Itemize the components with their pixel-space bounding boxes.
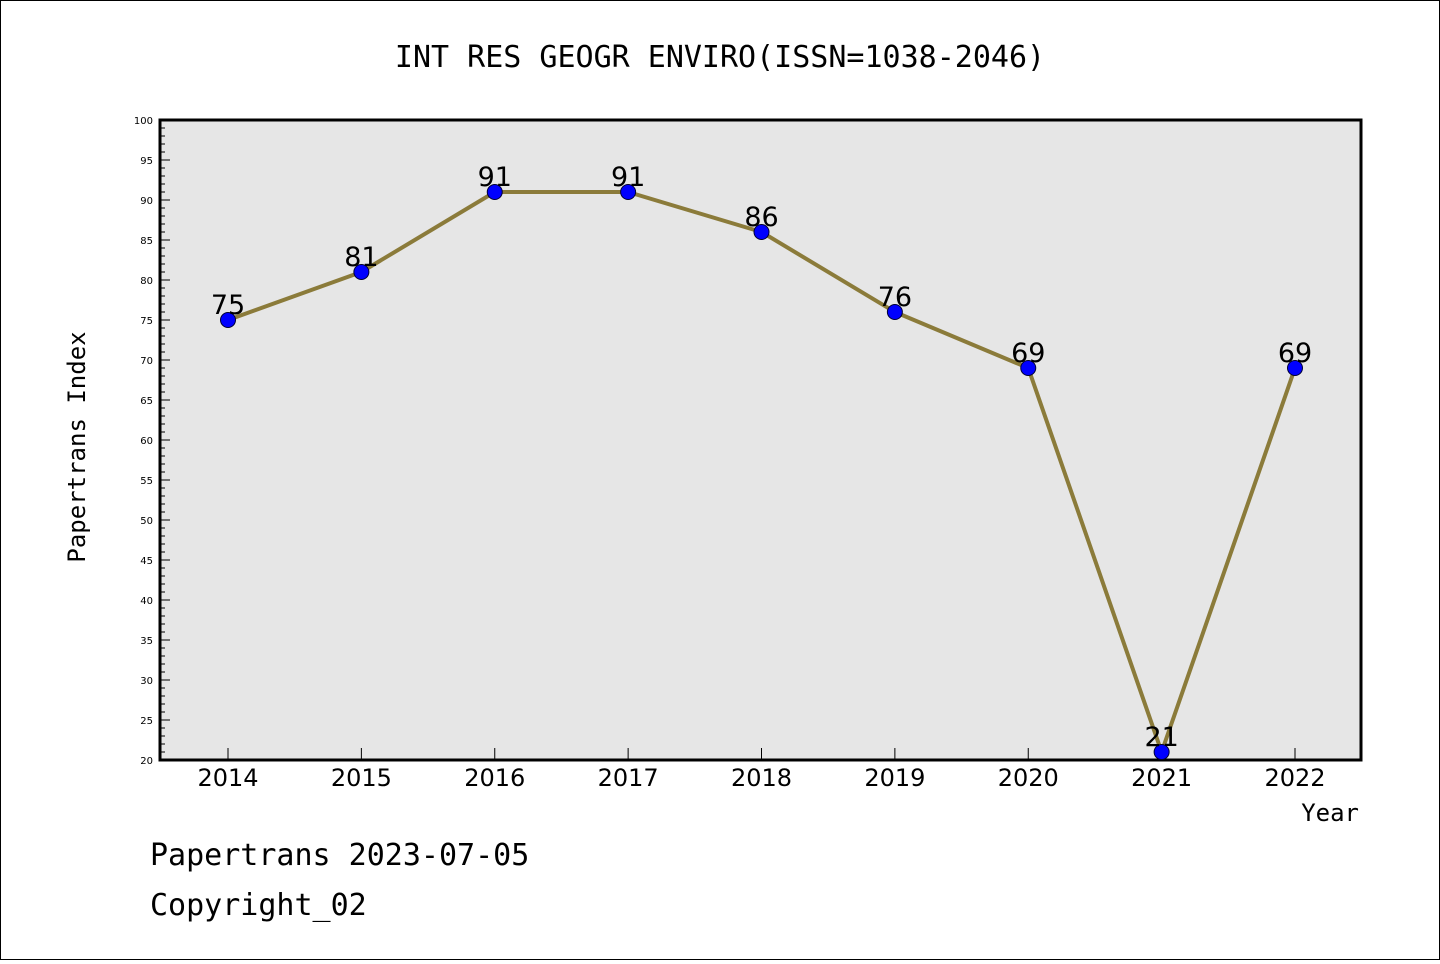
x-axis-ticks: 2014 2015 2016 2017 2018 2019 2020 2021 2022 bbox=[197, 748, 1326, 792]
x-tick-label: 2015 bbox=[331, 764, 392, 792]
data-point bbox=[1153, 744, 1170, 760]
x-axis-label: Year bbox=[1301, 799, 1359, 827]
y-tick-label: 20 bbox=[140, 756, 153, 767]
y-tick-label: 60 bbox=[140, 436, 153, 447]
x-tick-label: 2018 bbox=[731, 764, 792, 792]
y-tick-label: 50 bbox=[140, 516, 153, 527]
x-tick-label: 2021 bbox=[1131, 764, 1192, 792]
data-point bbox=[353, 264, 370, 280]
x-tick-label: 2022 bbox=[1264, 764, 1325, 792]
data-point bbox=[1287, 360, 1303, 376]
y-tick-label: 80 bbox=[140, 276, 153, 287]
y-axis-label: Papertrans Index bbox=[63, 331, 91, 562]
data-label: 21 bbox=[1144, 722, 1178, 753]
x-tick-label: 2017 bbox=[598, 764, 659, 792]
y-tick-label: 75 bbox=[140, 316, 153, 327]
y-tick-label: 65 bbox=[140, 396, 153, 407]
footer-date: Papertrans 2023-07-05 bbox=[150, 838, 529, 873]
data-point bbox=[753, 224, 770, 240]
series-markers bbox=[220, 184, 1303, 760]
data-point bbox=[486, 184, 503, 200]
data-label: 91 bbox=[478, 162, 512, 193]
x-tick-label: 2016 bbox=[464, 764, 525, 792]
y-tick-label: 30 bbox=[140, 676, 153, 687]
data-label: 86 bbox=[744, 202, 778, 233]
x-tick-label: 2014 bbox=[197, 764, 258, 792]
y-tick-label: 85 bbox=[140, 236, 153, 247]
x-tick-label: 2020 bbox=[998, 764, 1059, 792]
data-point bbox=[1020, 360, 1037, 376]
x-tick-label: 2019 bbox=[864, 764, 925, 792]
chart-title: INT RES GEOGR ENVIRO(ISSN=1038-2046) bbox=[395, 40, 1045, 75]
data-label: 75 bbox=[211, 290, 245, 321]
data-label: 91 bbox=[611, 162, 645, 193]
y-tick-label: 100 bbox=[134, 116, 153, 127]
y-tick-label: 95 bbox=[140, 156, 153, 167]
data-label: 76 bbox=[878, 282, 912, 313]
data-label: 69 bbox=[1011, 338, 1045, 369]
data-label: 69 bbox=[1278, 338, 1312, 369]
data-point bbox=[220, 312, 236, 328]
y-tick-label: 40 bbox=[140, 596, 153, 607]
data-point bbox=[886, 304, 903, 320]
footer-copyright: Copyright_02 bbox=[150, 888, 367, 923]
y-tick-label: 55 bbox=[140, 476, 153, 487]
y-tick-label: 25 bbox=[140, 716, 153, 727]
y-tick-label: 90 bbox=[140, 196, 153, 207]
y-axis-ticks: 20 25 30 35 40 45 50 55 60 65 70 75 80 85 90 95 100 bbox=[134, 116, 170, 767]
y-tick-label: 35 bbox=[140, 636, 153, 647]
data-labels: 75 81 91 91 86 76 69 21 69 bbox=[211, 162, 1312, 753]
data-point bbox=[620, 184, 637, 200]
y-tick-label: 45 bbox=[140, 556, 153, 567]
data-label: 81 bbox=[344, 242, 378, 273]
y-tick-label: 70 bbox=[140, 356, 153, 367]
